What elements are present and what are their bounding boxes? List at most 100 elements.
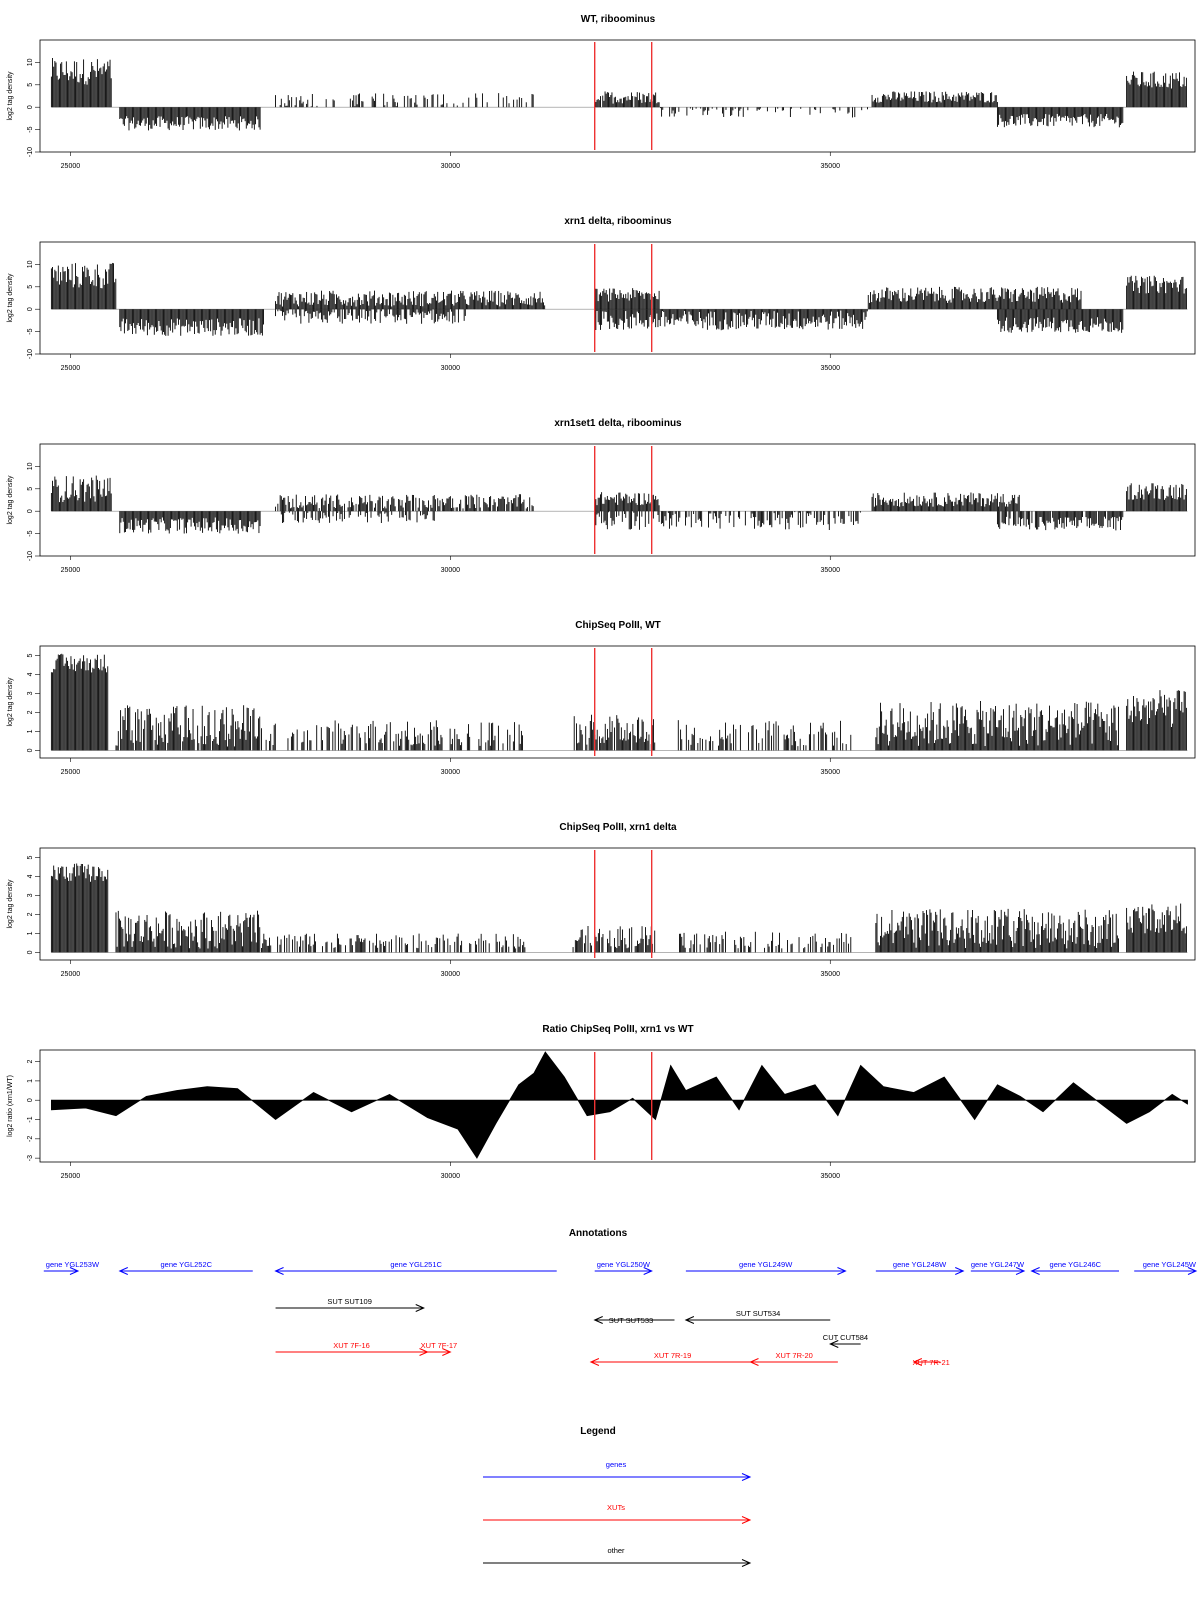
plot-frame xyxy=(39,443,1196,557)
y-tick-label: -5 xyxy=(27,126,34,132)
annotation-label: XUT 7R-21 xyxy=(912,1358,949,1367)
annotation-other: SUT SUT533 xyxy=(593,1316,675,1325)
annotation-label: SUT SUT534 xyxy=(736,1309,780,1318)
arrowhead-icon xyxy=(741,1559,752,1567)
annotation-label: gene YGL252C xyxy=(160,1260,212,1269)
annotations-title: Annotations xyxy=(569,1228,628,1239)
y-tick-label: 4 xyxy=(27,672,34,676)
x-tick-label: 35000 xyxy=(821,769,841,776)
y-axis-label: log2 tag density xyxy=(7,71,14,121)
plot-frame xyxy=(39,847,1196,961)
y-axis-label: log2 tag density xyxy=(7,879,14,929)
annotation-gene: gene YGL251C xyxy=(274,1260,557,1275)
panel-4: ChipSeq PolII, WT log2 tag density 0 1 2 3 4 5 2… xyxy=(7,620,1196,776)
panel-title: Ratio ChipSeq PolII, xrn1 vs WT xyxy=(542,1024,693,1035)
panel-2: xrn1 delta, riboominus log2 tag density -1… xyxy=(7,216,1196,372)
x-tick-label: 30000 xyxy=(441,163,461,170)
arrowhead-icon xyxy=(643,1267,653,1275)
legend: Legend genes XUTs other xyxy=(483,1426,752,1567)
legend-label: XUTs xyxy=(607,1503,625,1512)
arrowhead-icon xyxy=(1015,1267,1026,1275)
y-tick-label: 0 xyxy=(27,105,34,109)
signal xyxy=(50,653,1188,751)
panel-5: ChipSeq PolII, xrn1 delta log2 tag densit… xyxy=(7,822,1196,978)
arrowhead-icon xyxy=(912,1358,923,1366)
panel-1: WT, riboominus log2 tag density -10 -5 0 5 10 2… xyxy=(7,14,1196,170)
annotation-label: XUT 7R-20 xyxy=(775,1351,812,1360)
y-tick-label: 1 xyxy=(27,729,34,733)
signal xyxy=(50,262,1188,336)
x-tick-label: 25000 xyxy=(61,567,81,574)
y-axis-label: log2 tag density xyxy=(7,475,14,525)
arrowhead-icon xyxy=(741,1516,752,1524)
annotation-other: CUT CUT584 xyxy=(823,1333,868,1348)
y-tick-label: 1 xyxy=(27,931,34,935)
annotation-gene: gene YGL253W xyxy=(43,1260,100,1275)
plot-frame xyxy=(39,1049,1196,1163)
arrowhead-icon xyxy=(442,1348,452,1356)
y-tick-label: 3 xyxy=(27,691,34,695)
plot-frame xyxy=(39,645,1196,759)
y-tick-label: 2 xyxy=(27,1060,34,1064)
y-tick-label: 4 xyxy=(27,874,34,878)
annotation-xut: XUT 7F-17 xyxy=(421,1341,458,1356)
y-tick-label: 0 xyxy=(27,509,34,513)
arrowhead-icon xyxy=(593,1316,603,1324)
annotation-label: XUT 7F-16 xyxy=(333,1341,370,1350)
annotation-label: XUT 7F-17 xyxy=(421,1341,458,1350)
legend-item-xut: XUTs xyxy=(483,1503,752,1524)
x-tick-label: 25000 xyxy=(61,163,81,170)
annotation-label: gene YGL248W xyxy=(893,1260,947,1269)
y-tick-label: 10 xyxy=(27,260,34,268)
y-tick-label: 5 xyxy=(27,83,34,87)
annotation-xut: XUT 7R-20 xyxy=(749,1351,838,1366)
y-tick-label: 1 xyxy=(27,1079,34,1083)
annotation-xut: XUT 7R-19 xyxy=(589,1351,755,1366)
signal xyxy=(50,863,1188,953)
x-tick-label: 25000 xyxy=(61,1173,81,1180)
x-tick-label: 35000 xyxy=(821,163,841,170)
y-tick-label: -10 xyxy=(27,147,34,157)
x-tick-label: 25000 xyxy=(61,365,81,372)
annotation-gene: gene YGL245W xyxy=(1134,1260,1198,1275)
annotation-label: gene YGL246C xyxy=(1050,1260,1102,1269)
y-tick-label: 5 xyxy=(27,855,34,859)
y-tick-label: 0 xyxy=(27,307,34,311)
arrowhead-icon xyxy=(741,1473,752,1481)
arrowhead-icon xyxy=(589,1358,600,1366)
y-tick-label: -10 xyxy=(27,349,34,359)
y-tick-label: 2 xyxy=(27,710,34,714)
arrowhead-icon xyxy=(955,1267,965,1275)
annotation-label: SUT SUT109 xyxy=(327,1297,371,1306)
annotation-label: gene YGL253W xyxy=(46,1260,100,1269)
legend-title: Legend xyxy=(580,1426,616,1437)
y-tick-label: -3 xyxy=(27,1155,34,1161)
y-tick-label: 0 xyxy=(27,950,34,954)
x-tick-label: 25000 xyxy=(61,769,81,776)
y-tick-label: 5 xyxy=(27,653,34,657)
arrowhead-icon xyxy=(1187,1267,1198,1275)
y-tick-label: 2 xyxy=(27,912,34,916)
annotation-xut: XUT 7F-16 xyxy=(275,1341,429,1356)
y-tick-label: -2 xyxy=(27,1136,34,1142)
y-axis-label: log2 tag density xyxy=(7,273,14,323)
x-tick-label: 35000 xyxy=(821,365,841,372)
annotation-gene: gene YGL252C xyxy=(118,1260,253,1275)
annotation-xut: XUT 7R-21 xyxy=(912,1358,949,1367)
panel-title: WT, riboominus xyxy=(581,14,656,25)
panel-6: Ratio ChipSeq PolII, xrn1 vs WT log2 rati… xyxy=(7,1024,1196,1180)
y-tick-label: -5 xyxy=(27,328,34,334)
signal xyxy=(50,58,1188,131)
annotation-label: SUT SUT533 xyxy=(609,1316,653,1325)
annotation-gene: gene YGL247W xyxy=(971,1260,1026,1275)
y-axis-label: log2 ratio (xrn1/WT) xyxy=(7,1075,14,1137)
x-tick-label: 35000 xyxy=(821,971,841,978)
signal xyxy=(50,475,1188,534)
y-tick-label: -5 xyxy=(27,530,34,536)
annotation-label: gene YGL247W xyxy=(971,1260,1025,1269)
annotation-other: SUT SUT109 xyxy=(275,1297,425,1312)
annotation-label: gene YGL251C xyxy=(390,1260,442,1269)
x-tick-label: 30000 xyxy=(441,365,461,372)
legend-item-gene: genes xyxy=(483,1460,752,1481)
